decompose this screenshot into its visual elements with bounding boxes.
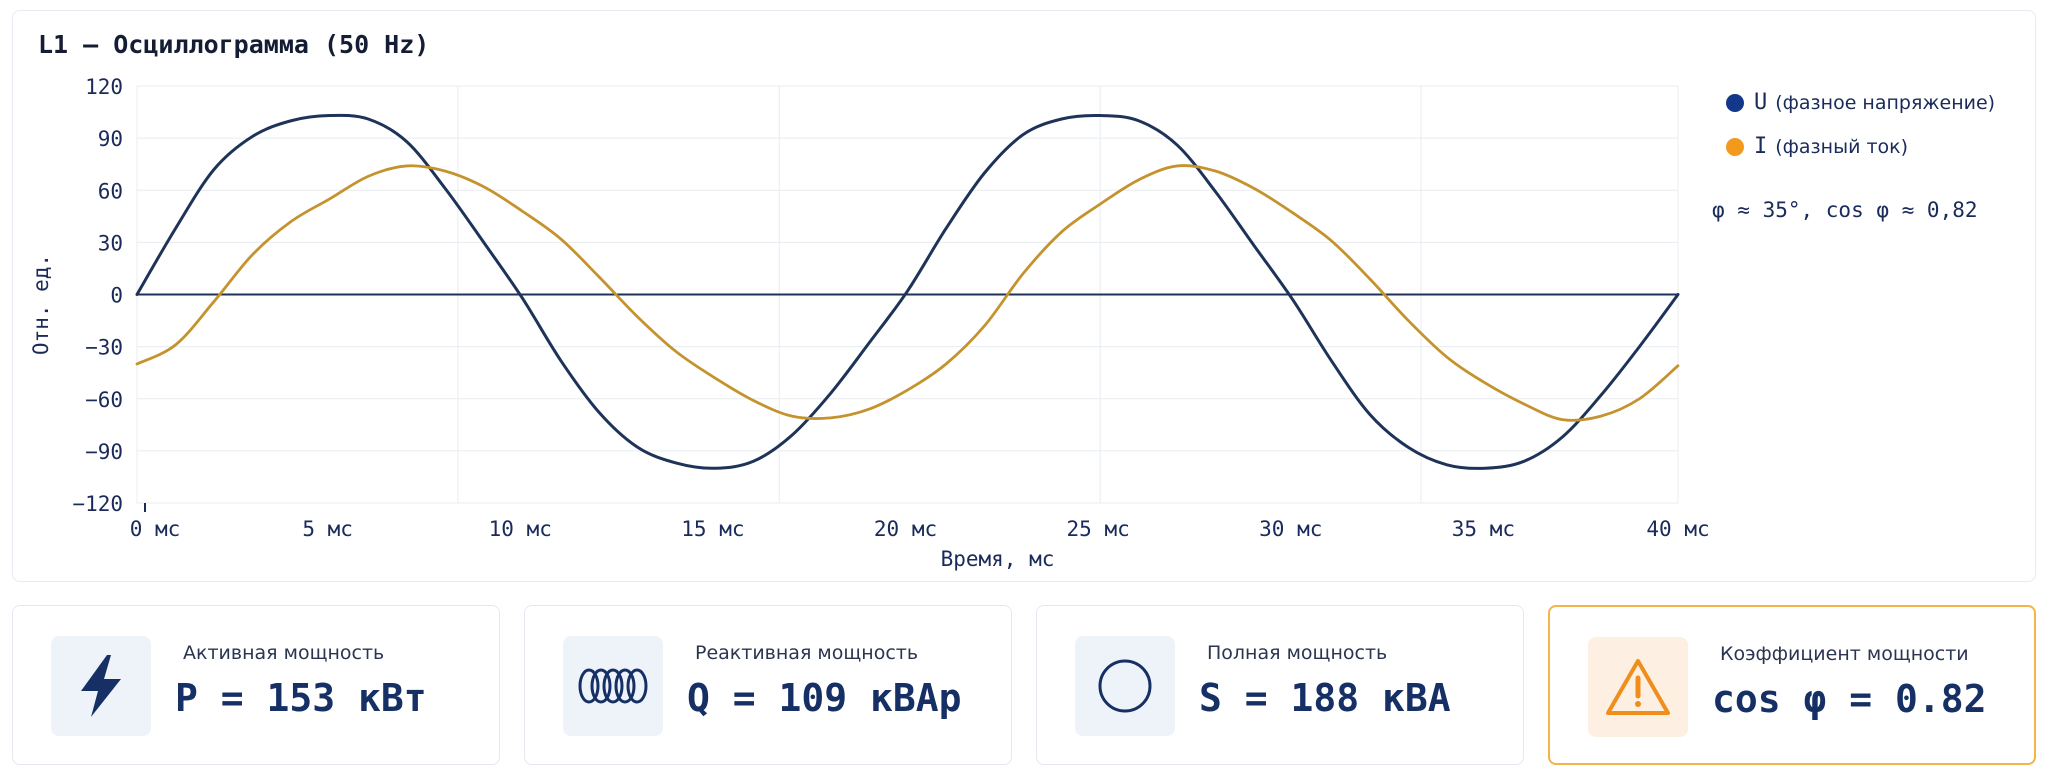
chart-title: L1 — Осциллограмма (50 Hz): [38, 30, 430, 59]
lightning-icon: [51, 636, 151, 736]
card-label: Коэффициент мощности: [1720, 643, 1969, 665]
phase-annotation: φ ≈ 35°, cos φ ≈ 0,82: [1712, 198, 1978, 222]
warning-icon: [1588, 637, 1688, 737]
x-tick-label: 20 мс: [874, 517, 937, 541]
card-value: cos φ = 0.82: [1712, 677, 1987, 721]
y-tick-label: −60: [85, 388, 123, 412]
card-value: P = 153 кВт: [175, 676, 427, 720]
circle-icon: [1075, 636, 1175, 736]
y-tick-label: 60: [98, 179, 123, 203]
y-tick-label: −120: [72, 492, 123, 516]
card-label: Активная мощность: [183, 642, 385, 664]
x-tick-label: 25 мс: [1067, 517, 1130, 541]
current-line: [135, 164, 1680, 422]
y-tick-label: −30: [85, 336, 123, 360]
y-tick-label: 90: [98, 127, 123, 151]
card-value: Q = 109 кВАр: [687, 676, 962, 720]
oscillogram-chart: 120 90 60 30 0 −30 −60 −90 −120 0 мс 5 мс 10 мс 15 м…: [29, 75, 1710, 571]
legend-series-name: U: [1754, 90, 1768, 115]
legend-series-description: (фазный ток): [1775, 135, 1909, 158]
card-label: Полная мощность: [1207, 642, 1388, 664]
y-tick-label: 30: [98, 231, 123, 255]
card-value: S = 188 кВА: [1199, 676, 1451, 720]
y-axis-label: Отн. ед.: [29, 254, 53, 355]
apparent-power-card: Полная мощность S = 188 кВА: [1036, 605, 1524, 765]
legend-series-description: (фазное напряжение): [1775, 91, 1996, 114]
power-factor-card: Коэффициент мощности cos φ = 0.82: [1548, 605, 2036, 765]
x-tick-label: 40 мс: [1646, 517, 1709, 541]
x-tick-label: 35 мс: [1452, 517, 1515, 541]
coil-icon: [563, 636, 663, 736]
legend-dot-voltage: [1726, 93, 1744, 112]
active-power-card: Активная мощность P = 153 кВт: [12, 605, 500, 765]
chart-panel: [12, 10, 2036, 582]
x-tick-label: 30 мс: [1259, 517, 1322, 541]
y-tick-label: −90: [85, 440, 123, 464]
legend-series-name: I: [1754, 134, 1768, 159]
x-tick-label: 15 мс: [681, 517, 744, 541]
legend-item-current[interactable]: I (фазный ток): [1726, 134, 1908, 159]
x-tick-label: 0 мс: [130, 517, 181, 541]
reactive-power-card: Реактивная мощность Q = 109 кВАр: [524, 605, 1012, 765]
x-tick-label: 10 мс: [489, 517, 552, 541]
y-tick-label: 120: [85, 75, 123, 99]
x-axis-label: Время, мс: [941, 547, 1055, 571]
legend-item-voltage[interactable]: U (фазное напряжение): [1726, 90, 1995, 115]
x-tick-label: 5 мс: [302, 517, 353, 541]
y-tick-label: 0: [110, 284, 123, 308]
legend-dot-current: [1726, 137, 1744, 156]
voltage-line: [135, 113, 1680, 470]
card-label: Реактивная мощность: [695, 642, 919, 664]
